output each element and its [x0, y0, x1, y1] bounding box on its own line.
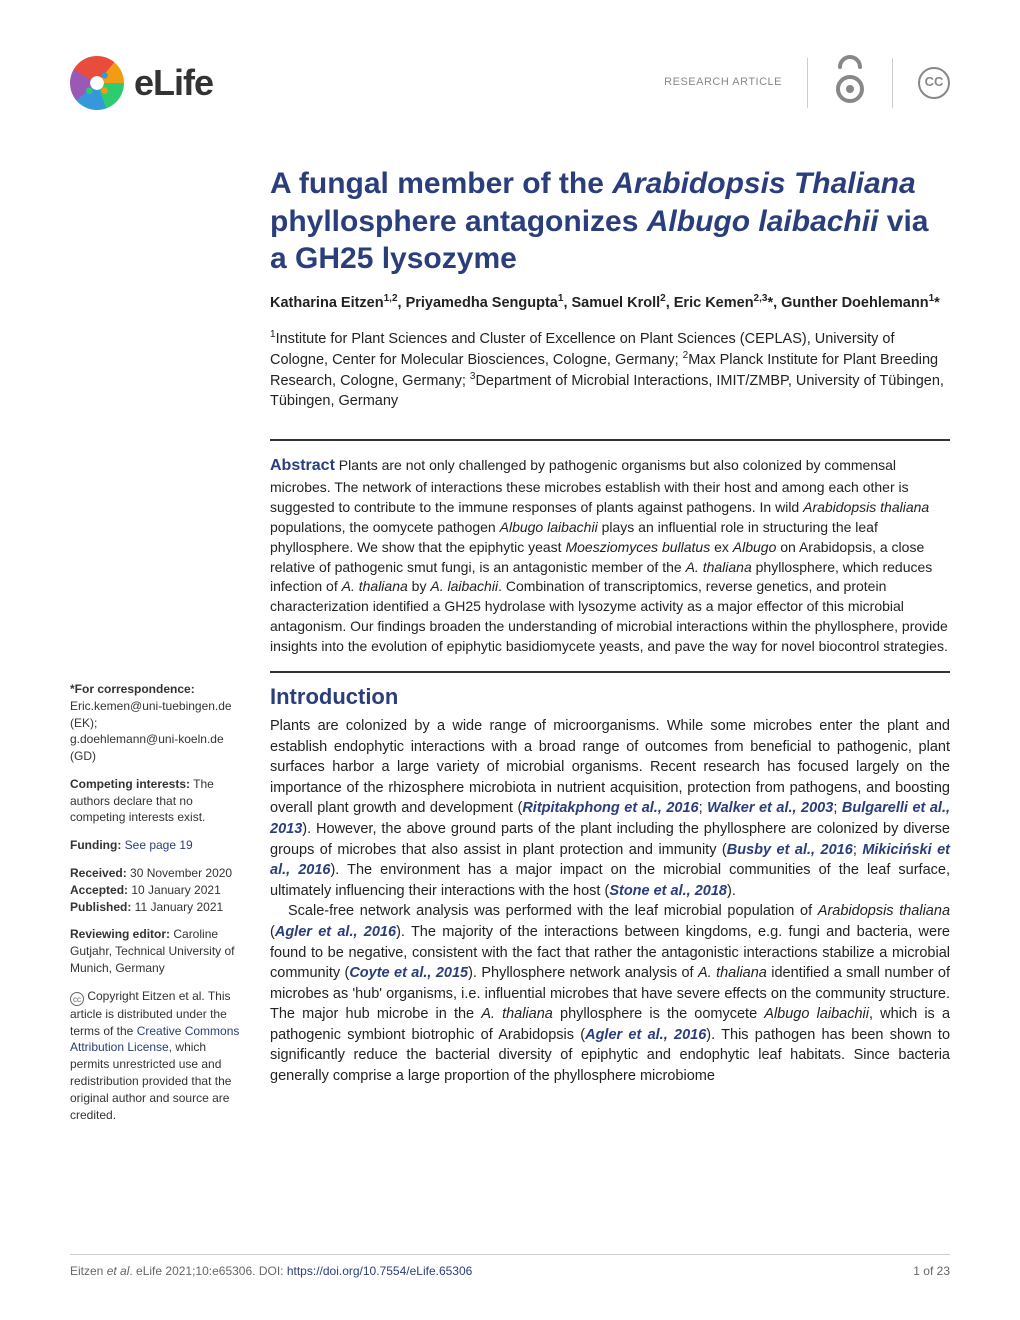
page-header: eLife RESEARCH ARTICLE CC — [70, 55, 950, 120]
copyright-block: cc Copyright Eitzen et al. This article … — [70, 988, 248, 1124]
author-list: Katharina Eitzen1,2, Priyamedha Sengupta… — [270, 292, 950, 314]
correspondence-label: *For correspondence: — [70, 682, 195, 696]
affiliations: 1Institute for Plant Sciences and Cluste… — [270, 328, 950, 412]
elife-logo-icon — [70, 56, 124, 110]
published-label: Published: — [70, 900, 131, 914]
published-date: 11 January 2021 — [131, 900, 223, 914]
journal-logo: eLife — [70, 56, 213, 110]
cc-license-icon: CC — [918, 67, 950, 99]
abstract-label: Abstract — [270, 457, 335, 474]
received-label: Received: — [70, 866, 127, 880]
doi-label: DOI: — [259, 1264, 287, 1278]
cc-inline-icon: cc — [70, 992, 84, 1006]
body-columns: *For correspondence: Eric.kemen@uni-tueb… — [70, 681, 950, 1135]
reviewing-label: Reviewing editor: — [70, 927, 170, 941]
funding-block: Funding: See page 19 — [70, 837, 248, 854]
abstract: Abstract Plants are not only challenged … — [270, 439, 950, 673]
dates-block: Received: 30 November 2020 Accepted: 10 … — [70, 865, 248, 915]
intro-paragraph-2: Scale-free network analysis was performe… — [270, 901, 950, 1086]
reviewing-editor-block: Reviewing editor: Caroline Gutjahr, Tech… — [70, 926, 248, 976]
open-access-icon — [833, 55, 867, 110]
received-date: 30 November 2020 — [127, 866, 232, 880]
copyright-text: Copyright Eitzen et al. This article is … — [70, 989, 239, 1122]
article-type-label: RESEARCH ARTICLE — [664, 75, 782, 91]
page-footer: Eitzen et al. eLife 2021;10:e65306. DOI:… — [70, 1254, 950, 1280]
correspondence-emails: Eric.kemen@uni-tuebingen.de (EK);g.doehl… — [70, 699, 232, 763]
doi-link[interactable]: https://doi.org/10.7554/eLife.65306 — [287, 1264, 472, 1278]
article-title: A fungal member of the Arabidopsis Thali… — [270, 165, 950, 278]
funding-label: Funding: — [70, 838, 121, 852]
intro-paragraph-1: Plants are colonized by a wide range of … — [270, 716, 950, 901]
article-info-sidebar: *For correspondence: Eric.kemen@uni-tueb… — [70, 681, 248, 1135]
correspondence-block: *For correspondence: Eric.kemen@uni-tueb… — [70, 681, 248, 765]
article-body: Introduction Plants are colonized by a w… — [270, 681, 950, 1135]
header-meta: RESEARCH ARTICLE CC — [664, 55, 950, 110]
accepted-date: 10 January 2021 — [128, 883, 221, 897]
section-heading-introduction: Introduction — [270, 681, 950, 712]
abstract-body: Plants are not only challenged by pathog… — [270, 457, 948, 654]
divider — [807, 58, 808, 108]
footer-citation: Eitzen et al. eLife 2021;10:e65306. DOI:… — [70, 1263, 472, 1280]
competing-interests-block: Competing interests: The authors declare… — [70, 776, 248, 826]
journal-name: eLife — [134, 57, 213, 109]
competing-label: Competing interests: — [70, 777, 190, 791]
accepted-label: Accepted: — [70, 883, 128, 897]
page-number: 1 of 23 — [913, 1263, 950, 1280]
funding-link[interactable]: See page 19 — [121, 838, 192, 852]
divider — [892, 58, 893, 108]
